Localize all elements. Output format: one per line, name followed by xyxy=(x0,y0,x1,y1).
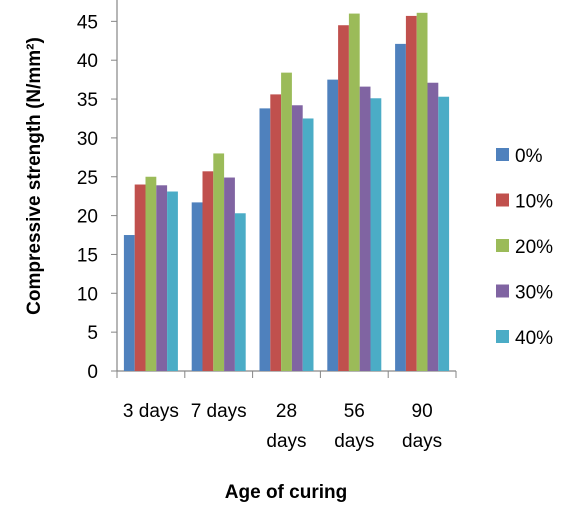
chart-bars xyxy=(123,12,450,372)
bar-40pct-2 xyxy=(302,118,314,371)
y-tick-label: 5 xyxy=(87,323,98,344)
y-tick-label: 0 xyxy=(87,362,98,383)
bar-10pct-1 xyxy=(202,171,214,371)
legend-label: 10% xyxy=(515,192,553,213)
y-tick-labels: 0 5 10 15 20 25 30 35 40 45 xyxy=(77,12,98,383)
bar-30pct-4 xyxy=(427,82,439,371)
bar-30pct-3 xyxy=(359,86,371,372)
legend-swatch xyxy=(496,148,509,161)
bar-20pct-3 xyxy=(348,13,360,372)
x-tick-label: 7 days xyxy=(191,401,247,422)
bar-0pct-4 xyxy=(395,43,406,372)
bar-30pct-2 xyxy=(291,105,303,372)
bar-30pct-1 xyxy=(224,177,235,371)
x-axis-label: Age of curing xyxy=(225,482,347,503)
y-tick-label: 15 xyxy=(77,245,98,266)
y-tick-label: 25 xyxy=(77,168,98,189)
bar-0pct-3 xyxy=(327,79,339,371)
bar-20pct-4 xyxy=(416,12,428,371)
legend-label: 30% xyxy=(515,283,553,304)
bar-40pct-1 xyxy=(234,213,246,371)
bar-0pct-1 xyxy=(191,202,203,371)
bar-20pct-0 xyxy=(145,176,157,371)
bar-40pct-4 xyxy=(438,96,450,372)
legend-swatch xyxy=(496,239,509,252)
x-tick-label: 3 days xyxy=(123,401,179,422)
y-tick-label: 30 xyxy=(77,129,98,150)
y-tick-label: 40 xyxy=(77,51,98,72)
bar-10pct-2 xyxy=(270,94,282,371)
y-tick-label: 20 xyxy=(77,207,98,228)
bar-20pct-1 xyxy=(213,153,225,371)
y-tick-label: 10 xyxy=(77,284,98,305)
bar-30pct-0 xyxy=(156,185,168,371)
bar-10pct-3 xyxy=(338,25,349,372)
chart-legend: 0% 10% 20% 30% 40% xyxy=(496,146,553,349)
x-tick-label: 56 xyxy=(344,401,365,422)
bar-40pct-3 xyxy=(370,98,382,371)
legend-swatch xyxy=(496,284,509,298)
x-tick-labels: 3 days 7 days 28 days 56 days 90 days xyxy=(123,401,442,452)
y-tick-label: 45 xyxy=(77,12,98,33)
x-tick-label: days xyxy=(334,431,374,452)
y-axis-label: Compressive strength (N/mm²) xyxy=(24,37,45,315)
x-tick-label: 90 xyxy=(412,401,433,422)
legend-swatch xyxy=(496,330,509,343)
bar-40pct-0 xyxy=(167,191,178,371)
y-tick-label: 35 xyxy=(77,90,98,111)
bar-10pct-0 xyxy=(134,184,146,371)
x-tick-label: days xyxy=(266,431,306,452)
bar-0pct-0 xyxy=(123,235,135,371)
bar-10pct-4 xyxy=(405,15,417,371)
bar-0pct-2 xyxy=(259,108,271,372)
bar-20pct-2 xyxy=(281,72,292,371)
x-tick-label: days xyxy=(402,431,442,452)
legend-label: 0% xyxy=(515,146,543,167)
legend-label: 20% xyxy=(515,237,553,258)
x-tick-label: 28 xyxy=(276,401,297,422)
legend-label: 40% xyxy=(515,328,553,349)
legend-swatch xyxy=(496,193,509,207)
